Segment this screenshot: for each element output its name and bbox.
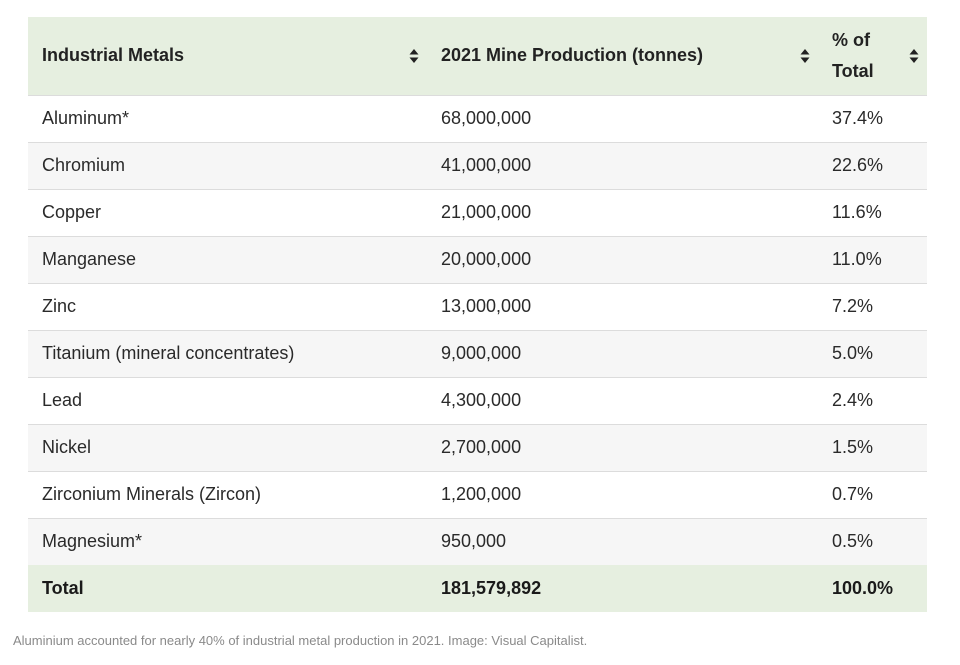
production-table-container: Industrial Metals 2021 Mine Production (… [28, 17, 927, 612]
cell-production: 68,000,000 [441, 108, 532, 128]
total-cell-production: 181,579,892 [441, 578, 542, 598]
sort-icon[interactable] [909, 48, 919, 64]
cell-production: 4,300,000 [441, 390, 522, 410]
cell-metal: Manganese [42, 249, 137, 269]
cell-metal: Titanium (mineral concentrates) [42, 343, 295, 363]
table-row: Aluminum* 68,000,000 37.4% [28, 95, 927, 142]
table-row: Lead 4,300,000 2.4% [28, 377, 927, 424]
cell-percent: 22.6% [832, 155, 884, 175]
column-header-label: Industrial Metals [42, 45, 185, 66]
cell-metal: Zirconium Minerals (Zircon) [42, 484, 262, 504]
cell-metal: Magnesium* [42, 531, 143, 552]
column-header-percent[interactable]: % of Total [818, 17, 927, 95]
column-header-metal[interactable]: Industrial Metals [28, 17, 427, 95]
production-table: Industrial Metals 2021 Mine Production (… [28, 17, 927, 612]
table-header: Industrial Metals 2021 Mine Production (… [28, 17, 927, 95]
cell-production: 13,000,000 [441, 296, 532, 316]
cell-production: 20,000,000 [441, 249, 532, 269]
cell-production: 950,000 [441, 531, 507, 552]
cell-production: 41,000,000 [441, 155, 532, 175]
table-row: Manganese 20,000,000 11.0% [28, 236, 927, 283]
cell-percent: 2.4% [832, 390, 874, 410]
header-row: Industrial Metals 2021 Mine Production (… [28, 17, 927, 95]
column-header-label: 2021 Mine Production (tonnes) [441, 45, 704, 66]
cell-percent: 7.2% [832, 296, 874, 316]
table-row: Nickel 2,700,000 1.5% [28, 424, 927, 471]
table-body: Aluminum* 68,000,000 37.4% Chromium 41,000,0… [28, 95, 927, 612]
table-row: Magnesium* 950,000 0.5% [28, 518, 927, 565]
total-cell-percent: 100.0% [832, 578, 894, 598]
cell-production: 21,000,000 [441, 202, 532, 222]
cell-percent: 37.4% [832, 108, 884, 128]
cell-metal: Copper [42, 202, 102, 222]
cell-metal: Aluminum* [42, 108, 130, 128]
cell-production: 1,200,000 [441, 484, 522, 504]
table-row: Zinc 13,000,000 7.2% [28, 283, 927, 330]
column-header-label: % of Total [832, 29, 874, 81]
cell-production: 9,000,000 [441, 343, 522, 363]
sort-icon[interactable] [800, 48, 810, 64]
table-row: Chromium 41,000,000 22.6% [28, 142, 927, 189]
cell-metal: Lead [42, 390, 83, 410]
cell-percent: 5.0% [832, 343, 874, 363]
cell-metal: Chromium [42, 155, 126, 175]
total-cell-metal: Total [42, 578, 84, 598]
cell-percent: 11.6% [832, 202, 882, 222]
cell-percent: 0.5% [832, 531, 874, 552]
table-row: Copper 21,000,000 11.6% [28, 189, 927, 236]
sort-icon[interactable] [409, 48, 419, 64]
table-row: Zirconium Minerals (Zircon) 1,200,000 0.7% [28, 471, 927, 518]
cell-percent: 11.0% [832, 249, 882, 269]
total-row: Total 181,579,892 100.0% [28, 565, 927, 612]
cell-metal: Zinc [42, 296, 77, 316]
column-header-production[interactable]: 2021 Mine Production (tonnes) [427, 17, 818, 95]
table-row: Titanium (mineral concentrates) 9,000,000… [28, 330, 927, 377]
cell-percent: 0.7% [832, 484, 874, 504]
cell-percent: 1.5% [832, 437, 874, 457]
image-caption: Aluminium accounted for nearly 40% of in… [13, 633, 588, 648]
cell-metal: Nickel [42, 437, 92, 457]
cell-production: 2,700,000 [441, 437, 522, 457]
